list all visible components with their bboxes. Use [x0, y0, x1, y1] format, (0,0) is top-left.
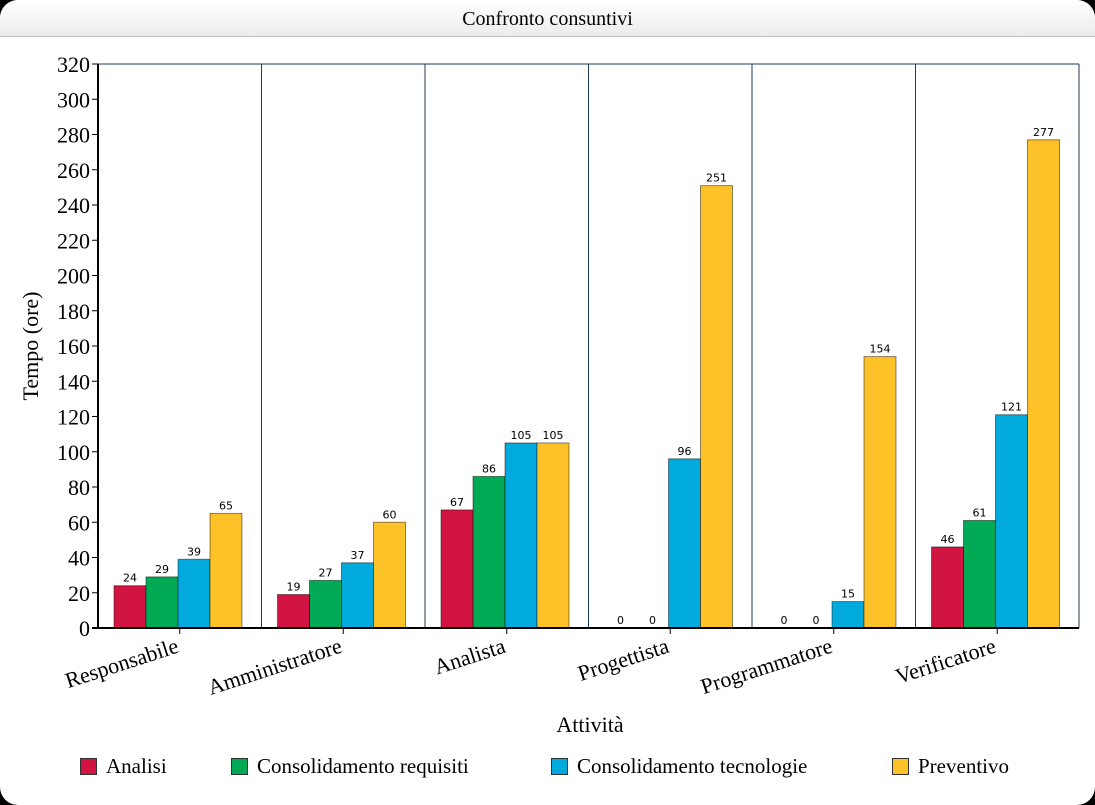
bar [700, 185, 733, 629]
bar [145, 576, 179, 629]
window-title: Confronto consuntivi [0, 0, 1095, 37]
x-tick-label: Amministratore [205, 633, 345, 700]
y-tick-label: 80 [68, 475, 90, 500]
data-label: 37 [351, 549, 365, 562]
data-label: 65 [219, 499, 233, 512]
y-tick-label: 200 [57, 264, 90, 289]
data-label: 39 [187, 545, 201, 558]
legend-item: Consolidamento requisiti [231, 748, 469, 784]
data-label: 121 [1001, 401, 1022, 414]
y-tick-label: 320 [57, 52, 90, 77]
bar [504, 442, 538, 629]
bar [1027, 139, 1060, 629]
y-tick-label: 260 [57, 158, 90, 183]
data-label: 251 [706, 172, 727, 185]
bar [309, 579, 342, 629]
y-tick-label: 140 [57, 369, 90, 394]
bar [536, 442, 570, 629]
x-tick-label: Responsabile [62, 633, 181, 693]
data-label: 96 [678, 445, 692, 458]
legend-swatch [231, 757, 248, 775]
bar [472, 475, 506, 629]
legend-label: Consolidamento requisiti [257, 753, 469, 778]
x-tick-label: Verificatore [892, 633, 998, 689]
y-tick-label: 280 [57, 123, 90, 148]
bar [831, 601, 865, 629]
bar [177, 558, 211, 629]
x-axis-title: Attività [556, 712, 623, 737]
bar [668, 458, 701, 629]
legend-swatch [551, 757, 568, 775]
y-tick-label: 300 [57, 87, 90, 112]
bar [373, 521, 406, 629]
data-label: 15 [841, 588, 855, 601]
bar [863, 356, 897, 629]
bar [440, 509, 474, 629]
data-label: 86 [482, 462, 496, 475]
data-label: 154 [870, 343, 891, 356]
data-label: 0 [781, 614, 788, 627]
y-tick-label: 60 [68, 510, 90, 535]
data-label: 0 [649, 614, 656, 627]
data-label: 0 [617, 614, 624, 627]
y-tick-label: 120 [57, 405, 90, 430]
bar [113, 585, 147, 629]
y-tick-label: 220 [57, 228, 90, 253]
data-label: 105 [511, 429, 532, 442]
data-label: 277 [1033, 126, 1054, 139]
y-tick-label: 160 [57, 334, 90, 359]
bar [341, 562, 374, 629]
data-label: 0 [813, 614, 820, 627]
bar [931, 546, 964, 629]
bar [277, 594, 310, 629]
y-tick-label: 100 [57, 440, 90, 465]
data-label: 46 [941, 533, 955, 546]
legend-swatch [892, 757, 909, 775]
data-label: 27 [319, 566, 333, 579]
x-tick-label: Programmatore [697, 633, 835, 699]
y-tick-label: 0 [79, 616, 90, 641]
legend-label: Analisi [106, 753, 167, 778]
data-label: 61 [973, 506, 987, 519]
legend: Analisi Consolidamento requisiti Consolida… [0, 748, 1095, 784]
bar-chart: 0204060801001201401601802002202402602803… [18, 52, 1080, 737]
y-axis-title: Tempo (ore) [18, 291, 43, 400]
bar [963, 519, 996, 629]
data-label: 67 [450, 496, 464, 509]
data-label: 29 [155, 563, 169, 576]
legend-item: Analisi [80, 748, 167, 784]
data-label: 19 [287, 581, 301, 594]
bar [209, 512, 243, 629]
legend-label: Preventivo [918, 753, 1009, 778]
legend-swatch [80, 757, 97, 775]
x-tick-label: Progettista [575, 633, 672, 686]
x-tick-label: Analista [431, 633, 509, 680]
data-label: 60 [383, 508, 397, 521]
y-tick-label: 240 [57, 193, 90, 218]
legend-item: Consolidamento tecnologie [551, 748, 807, 784]
y-tick-label: 40 [68, 546, 90, 571]
data-label: 24 [123, 572, 137, 585]
legend-label: Consolidamento tecnologie [577, 753, 808, 778]
legend-item: Preventivo [892, 748, 1009, 784]
y-tick-label: 180 [57, 299, 90, 324]
y-tick-label: 20 [68, 581, 90, 606]
bar [995, 414, 1028, 629]
data-label: 105 [543, 429, 564, 442]
